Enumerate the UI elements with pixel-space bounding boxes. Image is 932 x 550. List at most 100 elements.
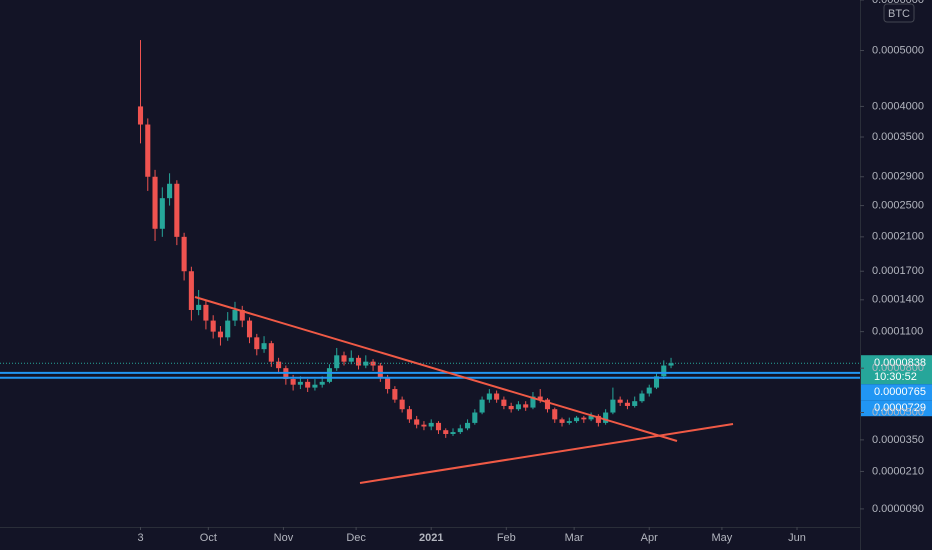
y-tick-label: 0.0002500 <box>872 199 924 211</box>
candle-body <box>479 399 485 413</box>
candle-body <box>145 124 151 177</box>
y-tick-label: 0.0000210 <box>872 465 924 477</box>
y-tick-label: 0.0001400 <box>872 294 924 306</box>
candle-body <box>537 396 543 400</box>
candle-body <box>581 417 587 420</box>
candle-body <box>653 376 660 388</box>
candle-body <box>385 377 391 390</box>
candle-body <box>174 183 180 237</box>
candle-body <box>617 399 623 403</box>
y-tick-label: 0.0004000 <box>872 100 924 112</box>
candle-body <box>392 389 398 400</box>
candle-body <box>632 401 638 406</box>
y-tick-label: 0.0002900 <box>872 171 924 183</box>
y-tick-label: 0.0000090 <box>872 503 924 515</box>
candle-body <box>465 422 471 429</box>
last-price-label: 0.0000838 <box>874 357 926 369</box>
candle-body <box>450 432 456 434</box>
candle-body <box>595 415 601 423</box>
candle-body <box>290 379 296 385</box>
candle-body <box>334 355 340 369</box>
candle-body <box>428 422 434 427</box>
price-labels: 0.0000838 10:30:52 0.0000765 0.0000729 <box>861 355 932 417</box>
x-tick-label: 3 <box>137 532 143 544</box>
y-tick-label: 0.0001700 <box>872 265 924 277</box>
candle-body <box>494 393 500 400</box>
trend-line <box>194 296 678 442</box>
currency: BTC <box>888 8 910 20</box>
y-tick-label: 0.0002100 <box>872 231 924 243</box>
candle-body <box>370 361 376 366</box>
candle-body <box>312 384 318 388</box>
candle-body <box>196 304 202 310</box>
candle-body <box>624 402 630 406</box>
candle-body <box>530 396 536 408</box>
candle-body <box>399 399 405 410</box>
x-tick-label: Nov <box>274 532 294 544</box>
candle-body <box>319 381 325 385</box>
candle-body <box>363 361 369 366</box>
plot <box>0 40 860 438</box>
level-badge <box>861 384 932 401</box>
candle-body <box>225 320 231 338</box>
candle-body <box>574 417 580 422</box>
level-label: 0.0000765 <box>874 386 926 398</box>
candle-body <box>414 419 420 425</box>
candle-body <box>348 357 354 362</box>
candle-body <box>421 424 427 427</box>
candle-body <box>668 363 674 366</box>
candle-body <box>217 331 223 338</box>
currency-badge[interactable] <box>883 3 915 23</box>
candle-body <box>406 409 412 420</box>
candle-body <box>261 343 267 350</box>
candle-body <box>566 421 572 423</box>
candle-body <box>152 176 158 229</box>
candle-body <box>341 355 347 362</box>
y-tick-label: 0.0000350 <box>872 434 924 446</box>
y-tick-label: 0.0005000 <box>872 44 924 56</box>
x-tick-label: Oct <box>200 532 217 544</box>
x-tick-label: Apr <box>641 532 658 544</box>
candle-body <box>246 320 253 338</box>
candle-body <box>268 343 274 362</box>
candle-body <box>239 309 245 321</box>
y-tick-label: 0.0006000 <box>872 0 924 6</box>
candle-body <box>639 393 645 402</box>
candle-body <box>276 361 282 369</box>
last-price-badge <box>861 355 932 385</box>
candle-body <box>552 409 558 420</box>
x-tick-label: Feb <box>497 532 516 544</box>
candle-body <box>210 320 216 332</box>
trend-line <box>359 423 734 484</box>
candle-body <box>232 309 238 321</box>
x-tick-label: Mar <box>565 532 584 544</box>
y-tick-label: 0.0003500 <box>872 131 924 143</box>
candle-body <box>188 271 194 310</box>
candle-body <box>523 404 529 408</box>
candle-body <box>588 415 594 420</box>
candle-body <box>167 183 173 199</box>
candle-body <box>305 381 311 388</box>
candle-body <box>515 404 521 410</box>
candle-body <box>559 419 565 423</box>
candle-body <box>181 236 187 272</box>
level-label: 0.0000729 <box>874 402 926 414</box>
candle-body <box>443 430 449 434</box>
y-tick-label: 0.0000500 <box>872 406 924 418</box>
candle-body <box>297 381 303 385</box>
candle-body <box>377 365 383 378</box>
candle-body <box>326 368 333 382</box>
countdown-label: 10:30:52 <box>874 371 917 383</box>
x-tick-label: Jun <box>788 532 806 544</box>
level-badge <box>861 400 932 417</box>
y-tick-label: 0.0000800 <box>872 362 924 374</box>
candle-body <box>486 393 492 400</box>
candle-body <box>610 399 616 413</box>
candle-body <box>508 405 514 410</box>
candle-body <box>355 357 362 366</box>
candle-body <box>501 399 507 406</box>
candle-body <box>661 365 667 377</box>
candle-body <box>646 387 652 394</box>
